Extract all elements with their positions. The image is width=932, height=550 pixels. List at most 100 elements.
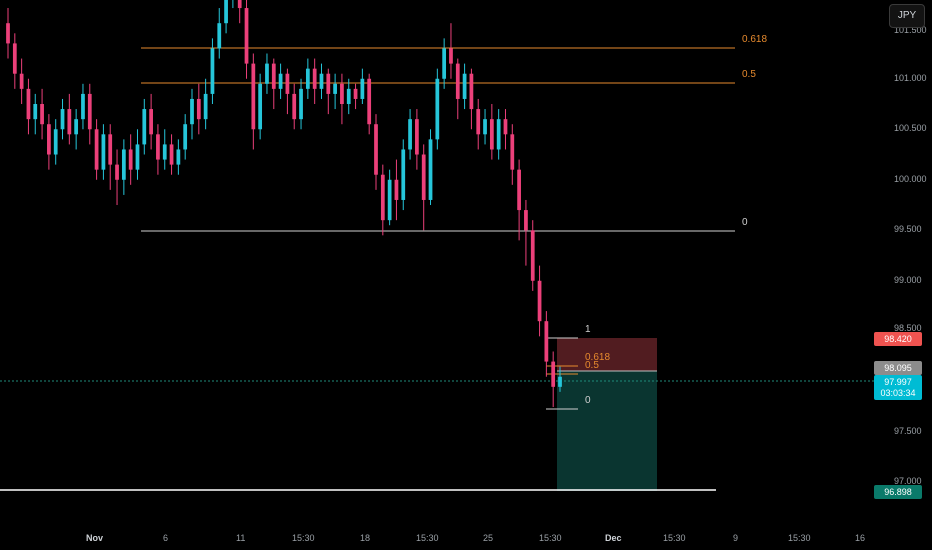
candle-bear <box>449 48 453 64</box>
candle-bear <box>312 68 317 89</box>
candle-bull <box>299 88 303 120</box>
candle-bull <box>278 73 283 89</box>
candle-bear <box>285 73 290 94</box>
candle-bear <box>237 0 242 9</box>
currency-button[interactable]: JPY <box>889 4 925 28</box>
candle-bear <box>108 134 113 165</box>
fib-label-0: 0 <box>742 217 748 228</box>
fib-small-label-0618: 0.618 <box>585 352 610 363</box>
x-tick: 15:30 <box>788 533 811 543</box>
candle-bull <box>210 48 215 94</box>
y-tick: 101.000 <box>894 73 927 83</box>
x-tick-month: Nov <box>86 533 103 543</box>
candle-bear <box>128 149 133 170</box>
y-tick-partial: 101.500 <box>894 25 927 35</box>
candle-bear <box>503 119 508 135</box>
candle-bear <box>340 83 344 105</box>
candle-bull <box>176 149 181 165</box>
candle-bear <box>326 73 331 94</box>
candle-bull <box>435 78 440 140</box>
candle-bear <box>40 104 44 125</box>
candle-bull <box>81 93 85 120</box>
candle-bear <box>196 98 201 120</box>
x-tick: 15:30 <box>663 533 686 543</box>
candle-bear <box>489 119 494 150</box>
candle-bull <box>258 83 263 130</box>
candle-bear <box>510 134 515 170</box>
fib-label-05: 0.5 <box>742 69 756 80</box>
candle-bear <box>149 109 153 135</box>
candle-bear <box>517 169 521 211</box>
x-tick: 16 <box>855 533 865 543</box>
x-tick: 15:30 <box>292 533 315 543</box>
candle-bear <box>415 119 419 155</box>
y-tick: 97.000 <box>894 476 922 486</box>
candle-bull <box>319 73 324 89</box>
candle-bear <box>115 164 119 180</box>
candle-bear <box>537 280 542 322</box>
candle-bull <box>558 376 562 387</box>
target-price-tag: 96.898 <box>874 485 922 499</box>
candle-bear <box>94 129 99 170</box>
candle-bull <box>217 23 222 49</box>
y-axis[interactable]: 101.500 101.000 100.500 100.000 99.500 9… <box>894 25 927 486</box>
candle-bear <box>394 179 399 200</box>
candle-bull <box>74 119 79 135</box>
x-tick: 25 <box>483 533 493 543</box>
x-tick-month: Dec <box>605 533 622 543</box>
candle-bear <box>26 88 31 120</box>
candle-bear <box>544 321 549 362</box>
candle-bear <box>530 230 535 281</box>
bar-countdown-tag: 03:03:34 <box>874 386 922 400</box>
candle-bear <box>476 109 481 135</box>
candle-bull <box>190 98 194 125</box>
candle-bull <box>183 124 188 150</box>
candle-bear <box>421 154 426 200</box>
candle-bear <box>251 63 256 130</box>
candle-bull <box>203 93 208 120</box>
x-tick: 11 <box>236 533 245 543</box>
x-tick: 6 <box>163 533 168 543</box>
candle-bull <box>60 109 65 130</box>
candle-bear <box>455 63 460 99</box>
x-tick: 15:30 <box>416 533 439 543</box>
candle-bear <box>374 124 378 175</box>
candle-bear <box>12 43 17 74</box>
entry-price-tag: 98.095 <box>874 361 922 375</box>
y-tick: 98.500 <box>894 323 922 333</box>
candle-bear <box>156 134 160 160</box>
candle-bull <box>33 104 38 120</box>
fib-small-label-0: 0 <box>585 395 591 406</box>
candle-bull <box>53 129 58 155</box>
candle-bull <box>346 88 351 105</box>
candle-bear <box>551 361 556 387</box>
candle-bear <box>292 93 297 120</box>
candle-bull <box>305 68 310 89</box>
candle-bull <box>462 73 467 99</box>
candle-bear <box>244 8 249 64</box>
candle-bull <box>162 144 167 160</box>
take-profit-zone[interactable] <box>557 371 657 491</box>
candle-bull <box>121 149 126 180</box>
candle-bull <box>442 48 447 79</box>
candle-bull <box>224 0 228 24</box>
candle-bull <box>496 119 501 150</box>
candle-bear <box>19 73 24 89</box>
current-price-tag: 97.997 <box>874 375 922 389</box>
fib-small-label-05: 0.5 <box>585 360 599 371</box>
candle-bear <box>169 144 174 165</box>
stop-price-tag: 98.420 <box>874 332 922 346</box>
candle-bull <box>265 63 269 84</box>
candlestick-series <box>6 0 562 408</box>
y-tick: 100.500 <box>894 123 927 133</box>
candle-bull <box>401 149 406 200</box>
candle-bull <box>360 78 365 99</box>
candle-bull <box>142 109 147 145</box>
x-axis[interactable]: Nov 6 11 15:30 18 15:30 25 15:30 Dec 15:… <box>86 533 865 543</box>
candle-bull <box>135 144 140 170</box>
candle-bull <box>387 179 392 221</box>
candle-bull <box>483 119 487 135</box>
fib-label-0618: 0.618 <box>742 34 767 45</box>
candle-bear <box>271 63 276 89</box>
